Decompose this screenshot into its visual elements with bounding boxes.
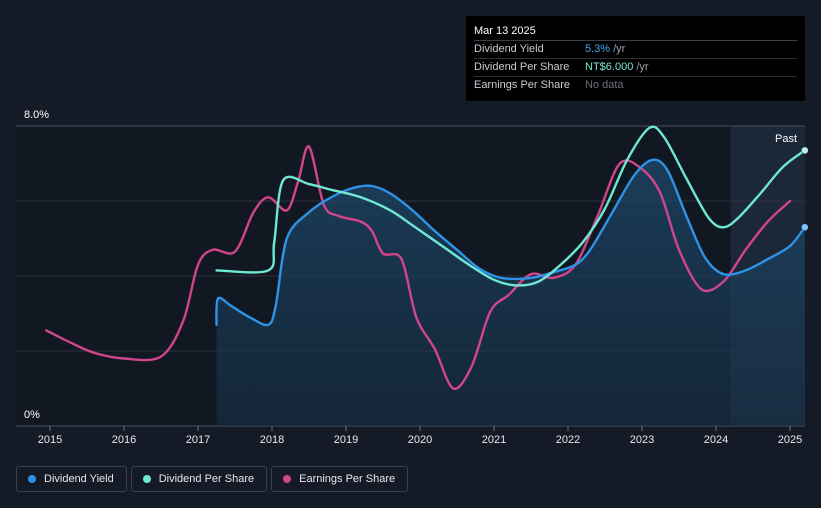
tooltip-eps-value: No data — [585, 79, 624, 91]
x-tick-label: 2017 — [186, 434, 210, 446]
dividend-yield-endpoint — [801, 223, 809, 231]
x-tick-label: 2024 — [704, 434, 728, 446]
tooltip-row-eps: Earnings Per Share No data — [474, 77, 797, 94]
legend-dot-icon — [283, 475, 292, 483]
legend-dot-icon — [142, 475, 151, 483]
tooltip-row-yield: Dividend Yield 5.3% /yr — [474, 41, 797, 59]
y-tick-label: 0% — [24, 409, 40, 421]
x-tick-label: 2020 — [408, 434, 432, 446]
x-tick-label: 2023 — [630, 434, 654, 446]
y-tick-label: 8.0% — [24, 109, 49, 121]
tooltip-yield-label: Dividend Yield — [474, 43, 544, 55]
earnings-per-share-line — [45, 145, 792, 391]
x-tick-label: 2016 — [112, 434, 136, 446]
legend-item-dividend-per-share[interactable]: Dividend Per Share — [130, 466, 268, 492]
x-tick-label: 2015 — [38, 434, 62, 446]
tooltip-yield-unit: /yr — [613, 43, 626, 55]
tooltip-dps-label: Dividend Per Share — [474, 61, 570, 73]
tooltip-eps-label: Earnings Per Share — [474, 79, 570, 91]
x-tick-label: 2021 — [482, 434, 506, 446]
past-label: Past — [775, 133, 797, 145]
legend-label: Earnings Per Share — [299, 473, 396, 485]
legend-label: Dividend Per Share — [158, 473, 255, 485]
x-tick-label: 2022 — [556, 434, 580, 446]
tooltip-yield-value: 5.3% — [585, 43, 611, 55]
tooltip-dps-unit: /yr — [636, 61, 649, 73]
x-tick-label: 2025 — [778, 434, 802, 446]
legend-dot-icon — [28, 475, 36, 483]
dividend-per-share-endpoint — [801, 146, 809, 155]
tooltip-date: Mar 13 2025 — [474, 22, 797, 41]
x-tick-label: 2019 — [334, 434, 358, 446]
dividend-yield-line — [215, 158, 806, 327]
legend-label: Dividend Yield — [44, 473, 114, 485]
tooltip-row-dps: Dividend Per Share NT$6.000 /yr — [474, 59, 797, 77]
dividend-per-share-line — [215, 125, 806, 287]
x-tick-label: 2018 — [260, 434, 284, 446]
chart-tooltip: Mar 13 2025 Dividend Yield 5.3% /yr Divi… — [466, 16, 805, 101]
chart-legend: Dividend Yield Dividend Per Share Earnin… — [16, 466, 409, 492]
tooltip-dps-value: NT$6.000 — [585, 61, 634, 73]
legend-item-dividend-yield[interactable]: Dividend Yield — [16, 466, 127, 492]
legend-item-earnings-per-share[interactable]: Earnings Per Share — [271, 466, 409, 492]
